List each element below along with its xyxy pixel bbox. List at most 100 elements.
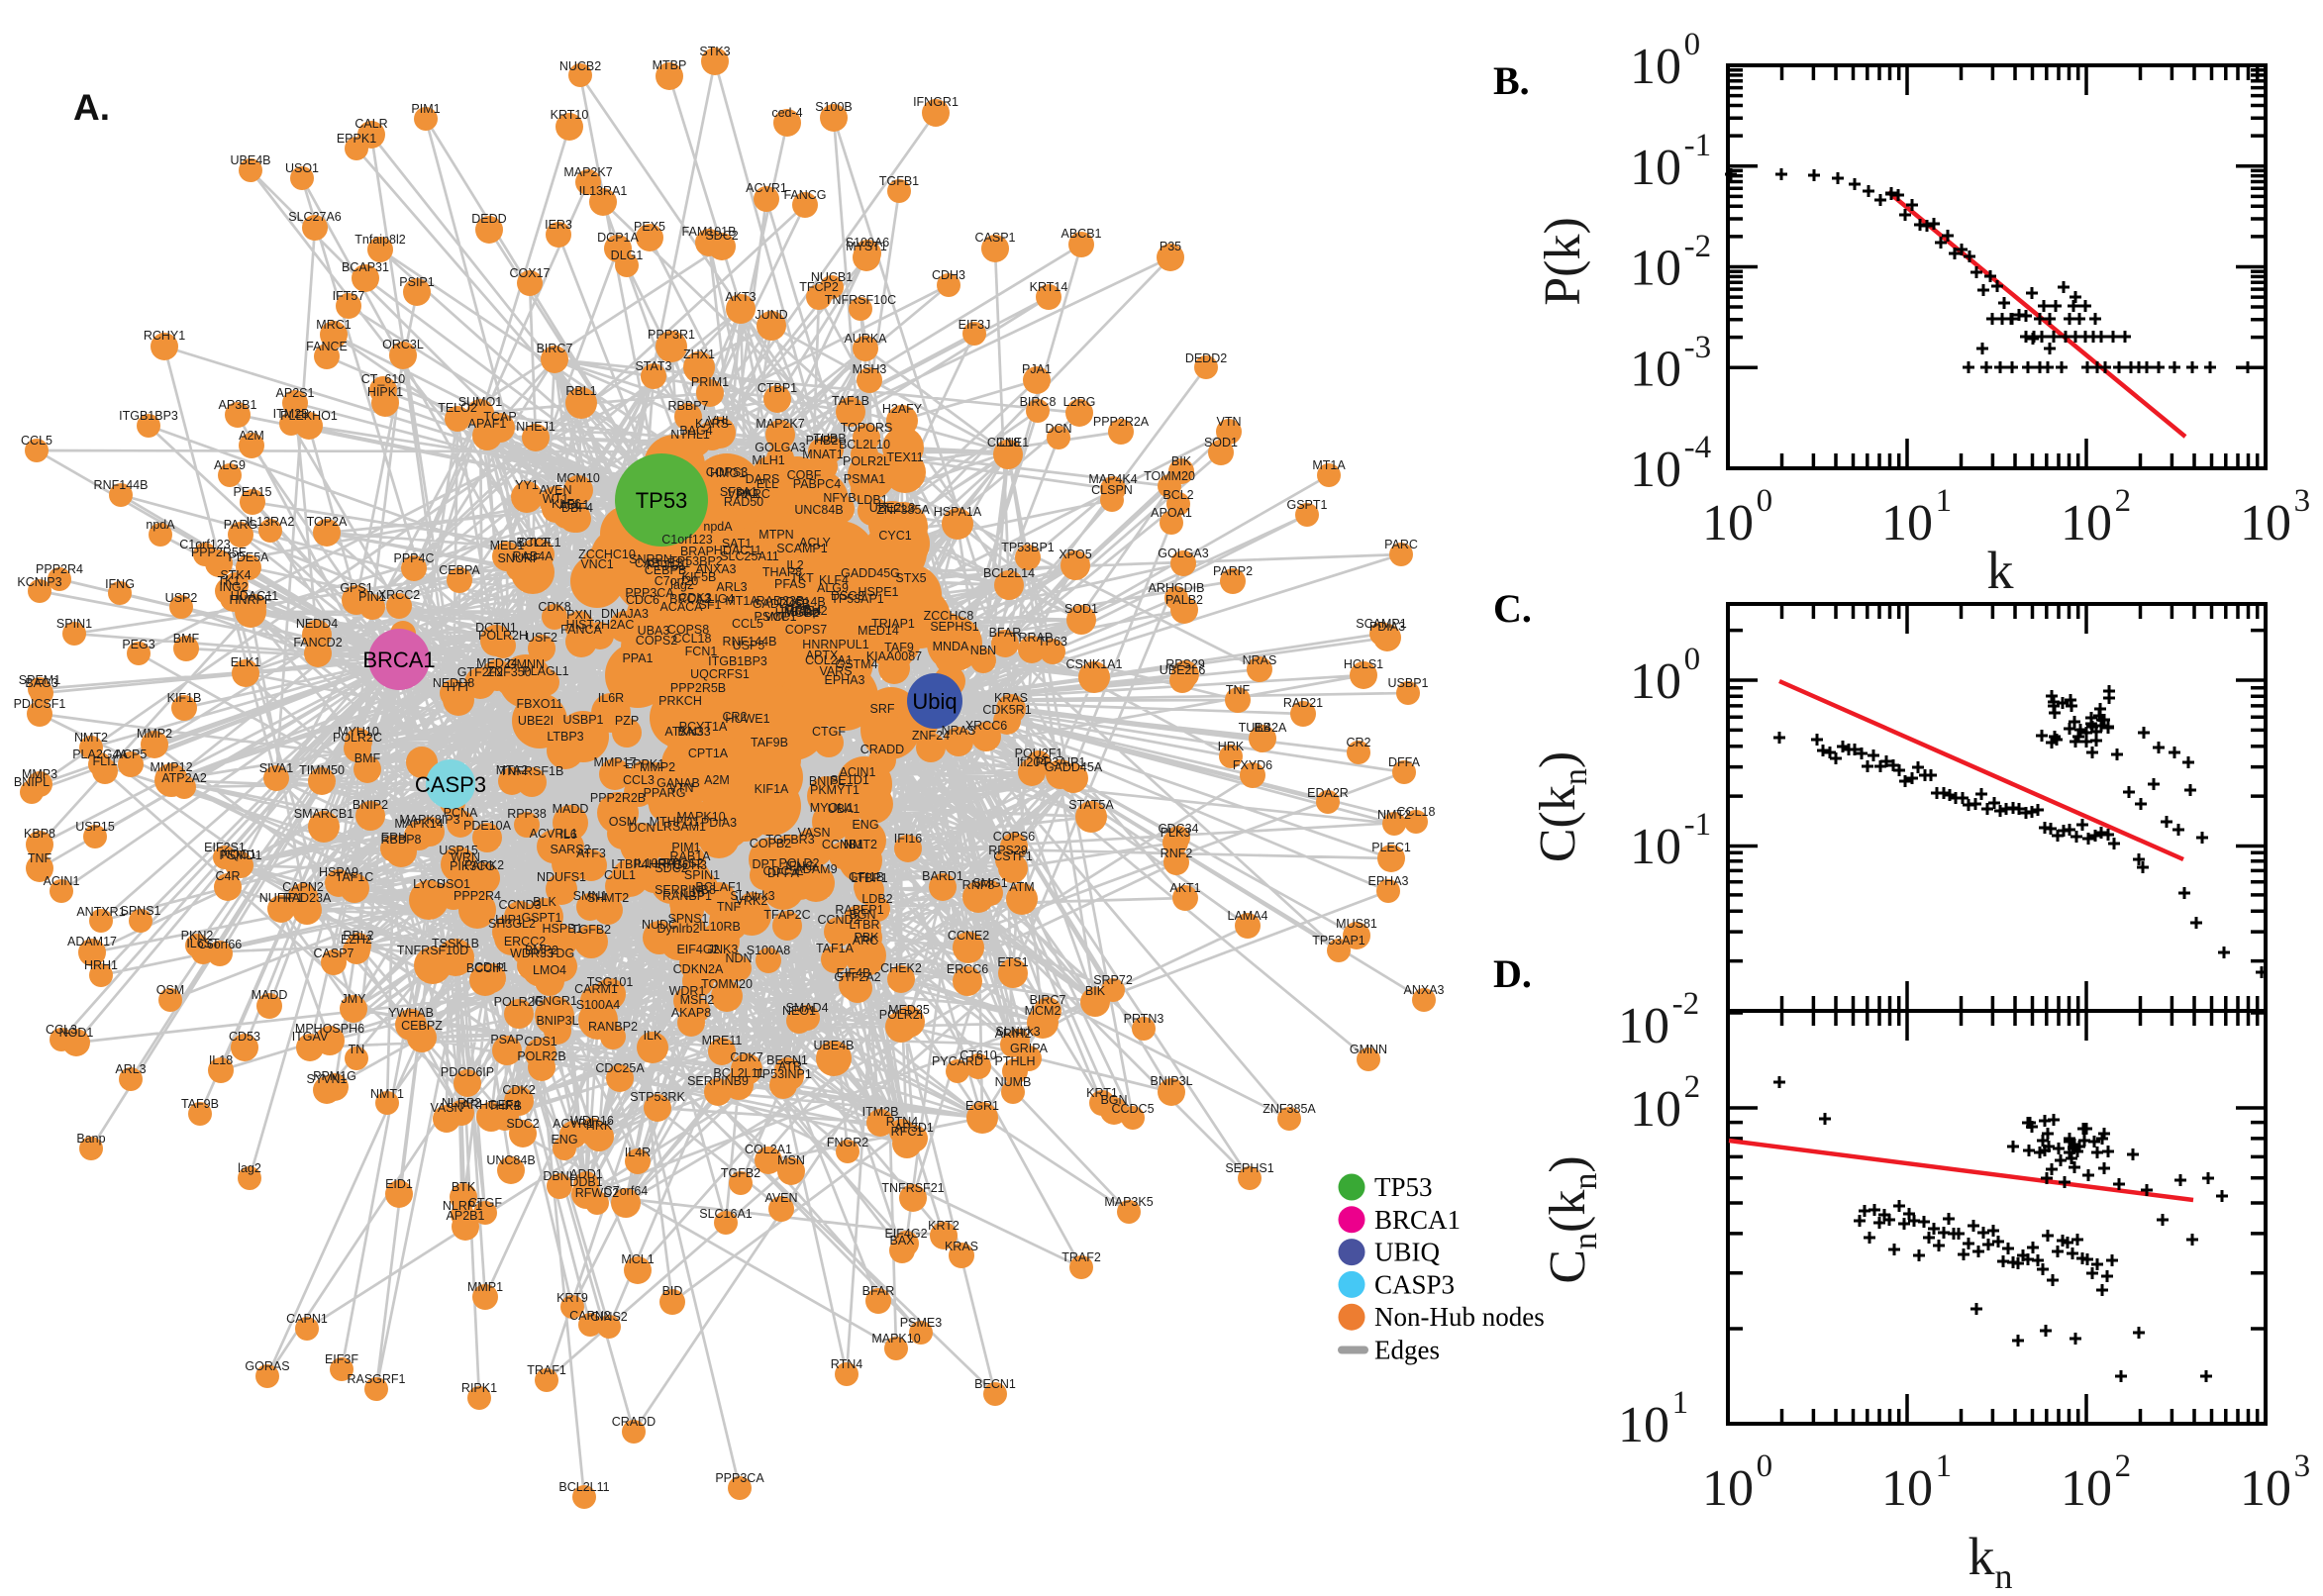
svg-text:MYST1: MYST1 — [846, 240, 887, 253]
svg-text:GSPT1: GSPT1 — [522, 911, 562, 925]
svg-text:VRK1: VRK1 — [728, 487, 760, 501]
svg-text:KIAA0087: KIAA0087 — [866, 649, 922, 663]
svg-text:NLRP2: NLRP2 — [442, 1096, 481, 1110]
svg-text:ARL3: ARL3 — [115, 1062, 146, 1076]
svg-text:CDK7: CDK7 — [730, 1050, 762, 1064]
svg-text:DFFA: DFFA — [767, 866, 800, 880]
svg-text:SMARCB1: SMARCB1 — [294, 807, 354, 821]
svg-text:SH3GL2: SH3GL2 — [488, 917, 536, 931]
svg-text:2: 2 — [2115, 1448, 2132, 1484]
svg-text:MCM2: MCM2 — [1025, 1004, 1061, 1018]
svg-text:lag2: lag2 — [670, 578, 694, 592]
svg-text:CCL18: CCL18 — [673, 632, 712, 646]
svg-text:ZCCHC8: ZCCHC8 — [924, 609, 974, 623]
svg-text:USBP1: USBP1 — [563, 713, 604, 727]
svg-text:KRT1: KRT1 — [1086, 1086, 1118, 1100]
svg-text:DEDD2: DEDD2 — [1185, 351, 1227, 365]
svg-text:CDC5L: CDC5L — [763, 864, 804, 878]
svg-text:Ubiq: Ubiq — [912, 689, 957, 714]
svg-text:PLEKHO1: PLEKHO1 — [280, 409, 338, 423]
svg-text:MED14: MED14 — [858, 624, 899, 638]
svg-text:1: 1 — [1936, 483, 1953, 519]
svg-text:NDN: NDN — [725, 951, 752, 965]
svg-text:DBNL: DBNL — [543, 1169, 575, 1183]
svg-text:DLG1: DLG1 — [611, 249, 644, 262]
svg-text:UBE2L6: UBE2L6 — [1160, 663, 1206, 677]
svg-text:EPHA3: EPHA3 — [1368, 874, 1409, 888]
svg-text:RIPK1: RIPK1 — [461, 1381, 497, 1395]
svg-text:THRB: THRB — [488, 1099, 522, 1113]
svg-text:-4: -4 — [1684, 430, 1712, 465]
svg-text:MSH3: MSH3 — [853, 362, 887, 376]
svg-text:BNIP3L: BNIP3L — [536, 1014, 578, 1028]
svg-text:PRIM1: PRIM1 — [691, 375, 729, 389]
svg-text:RPS29: RPS29 — [988, 844, 1028, 857]
svg-text:0: 0 — [1757, 1448, 1773, 1484]
svg-text:HIP1: HIP1 — [495, 913, 523, 927]
svg-text:POLR2L: POLR2L — [843, 454, 890, 468]
svg-text:XRCC2: XRCC2 — [378, 588, 420, 602]
svg-text:PPP3R1: PPP3R1 — [648, 328, 695, 342]
svg-text:VCP: VCP — [764, 610, 790, 624]
svg-text:GSTM4: GSTM4 — [835, 657, 877, 671]
svg-text:CTGF: CTGF — [812, 725, 846, 739]
svg-text:Tnfaip8l2: Tnfaip8l2 — [354, 233, 405, 247]
svg-text:MT1A: MT1A — [725, 594, 758, 608]
svg-text:COPS8: COPS8 — [667, 623, 709, 637]
svg-text:NDUFS1: NDUFS1 — [537, 870, 586, 884]
svg-text:RNF144B: RNF144B — [94, 478, 149, 492]
svg-text:COL2A1: COL2A1 — [805, 653, 853, 667]
svg-text:PPP2R5B: PPP2R5B — [670, 681, 726, 695]
svg-text:SRF: SRF — [870, 702, 895, 716]
svg-text:RBBP8: RBBP8 — [381, 833, 422, 847]
svg-text:PTTG1: PTTG1 — [647, 558, 686, 572]
svg-text:EPHA3: EPHA3 — [825, 673, 865, 687]
svg-text:ING2: ING2 — [219, 580, 248, 594]
svg-text:CUL1: CUL1 — [604, 868, 636, 882]
svg-text:IFNG: IFNG — [785, 859, 815, 873]
svg-text:UBIQ: UBIQ — [1374, 1238, 1440, 1267]
svg-text:MT1A: MT1A — [1312, 458, 1346, 472]
svg-text:SNRPN: SNRPN — [629, 552, 672, 566]
svg-text:MAPK10: MAPK10 — [676, 810, 725, 824]
svg-text:BGN: BGN — [849, 908, 875, 922]
svg-text:NRAS: NRAS — [942, 724, 976, 738]
svg-text:EIF3J: EIF3J — [959, 318, 991, 332]
svg-text:CDC25A: CDC25A — [595, 1061, 645, 1075]
svg-text:-2: -2 — [1684, 229, 1712, 264]
svg-text:RABEP1: RABEP1 — [835, 903, 883, 917]
svg-text:TNFRSF1B: TNFRSF1B — [500, 764, 564, 778]
svg-text:CEBPA: CEBPA — [439, 563, 480, 577]
svg-text:TN: TN — [349, 1043, 365, 1056]
svg-text:USP15: USP15 — [75, 820, 115, 834]
svg-text:GMNN: GMNN — [507, 657, 545, 671]
svg-text:TAF1A: TAF1A — [816, 942, 855, 955]
svg-text:IL6ST: IL6ST — [186, 937, 220, 950]
svg-text:TP53BP2: TP53BP2 — [669, 554, 723, 568]
svg-text:EZH2: EZH2 — [341, 933, 372, 947]
svg-text:SERPINB8: SERPINB8 — [655, 883, 716, 897]
svg-text:CCL5: CCL5 — [21, 434, 52, 448]
svg-text:NUDC: NUDC — [642, 918, 677, 932]
svg-text:SHMT2: SHMT2 — [587, 891, 629, 905]
svg-text:PIK3CG: PIK3CG — [450, 859, 495, 873]
svg-text:CCL3: CCL3 — [623, 773, 655, 787]
svg-text:PJA1: PJA1 — [1022, 362, 1052, 376]
svg-text:CTGF: CTGF — [468, 1196, 502, 1210]
svg-text:PSMD1: PSMD1 — [219, 848, 261, 862]
svg-text:PEG3: PEG3 — [122, 638, 154, 651]
svg-text:IL10: IL10 — [680, 886, 704, 900]
svg-text:ACLY: ACLY — [799, 536, 831, 549]
svg-text:PSME3: PSME3 — [900, 1316, 942, 1330]
svg-text:TGFB2: TGFB2 — [721, 1166, 760, 1180]
svg-text:PIN1: PIN1 — [358, 590, 386, 604]
svg-text:10: 10 — [2061, 495, 2112, 551]
svg-text:SE1D1: SE1D1 — [830, 773, 869, 787]
svg-text:SDC2: SDC2 — [655, 861, 687, 875]
svg-text:TNF: TNF — [717, 900, 742, 914]
svg-text:BIK: BIK — [1171, 454, 1192, 468]
svg-text:DNAJA3: DNAJA3 — [601, 607, 649, 621]
svg-text:ANXA3: ANXA3 — [1404, 983, 1445, 997]
svg-text:BNIP2: BNIP2 — [353, 798, 388, 812]
svg-text:PPP3CA: PPP3CA — [625, 586, 674, 600]
